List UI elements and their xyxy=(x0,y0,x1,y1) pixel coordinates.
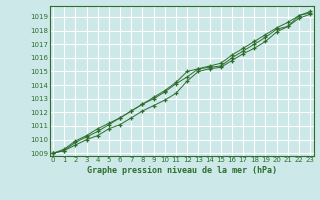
X-axis label: Graphe pression niveau de la mer (hPa): Graphe pression niveau de la mer (hPa) xyxy=(87,166,276,175)
